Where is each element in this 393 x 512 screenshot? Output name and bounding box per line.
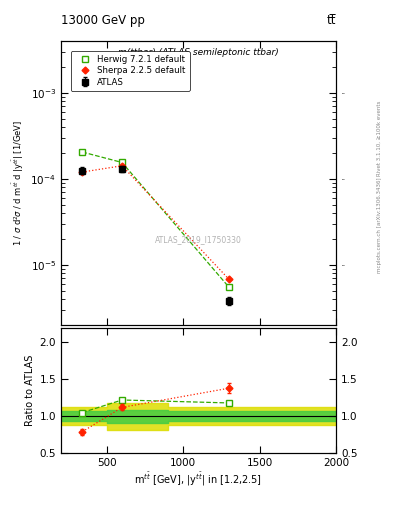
Herwig 7.2.1 default: [120, 159, 125, 165]
Herwig 7.2.1 default: [80, 149, 84, 155]
Sherpa 2.2.5 default: [227, 276, 231, 283]
Legend: Herwig 7.2.1 default, Sherpa 2.2.5 default, ATLAS: Herwig 7.2.1 default, Sherpa 2.2.5 defau…: [71, 51, 190, 91]
Herwig 7.2.1 default: [227, 284, 231, 290]
Text: ATLAS_2019_I1750330: ATLAS_2019_I1750330: [155, 236, 242, 244]
Y-axis label: Ratio to ATLAS: Ratio to ATLAS: [25, 355, 35, 426]
Text: mcplots.cern.ch [arXiv:1306.3436]: mcplots.cern.ch [arXiv:1306.3436]: [377, 178, 382, 273]
Line: Herwig 7.2.1 default: Herwig 7.2.1 default: [79, 149, 232, 290]
X-axis label: m$^{t\bar{t}}$ [GeV], |y$^{t\bar{t}}$| in [1.2,2.5]: m$^{t\bar{t}}$ [GeV], |y$^{t\bar{t}}$| i…: [134, 471, 263, 488]
Sherpa 2.2.5 default: [80, 169, 84, 175]
Text: Rivet 3.1.10, ≥100k events: Rivet 3.1.10, ≥100k events: [377, 100, 382, 176]
Text: 13000 GeV pp: 13000 GeV pp: [61, 14, 145, 27]
Line: Sherpa 2.2.5 default: Sherpa 2.2.5 default: [80, 163, 231, 282]
Sherpa 2.2.5 default: [120, 163, 125, 169]
Y-axis label: 1 / $\sigma$ d$^{2}\!\sigma$ / d m$^{t\bar{t}}$ d |y$^{t\bar{t}}$| [1/GeV]: 1 / $\sigma$ d$^{2}\!\sigma$ / d m$^{t\b…: [11, 120, 26, 246]
Text: m(ttbar) (ATLAS semileptonic ttbar): m(ttbar) (ATLAS semileptonic ttbar): [118, 48, 279, 57]
Text: tt̅: tt̅: [327, 14, 336, 27]
